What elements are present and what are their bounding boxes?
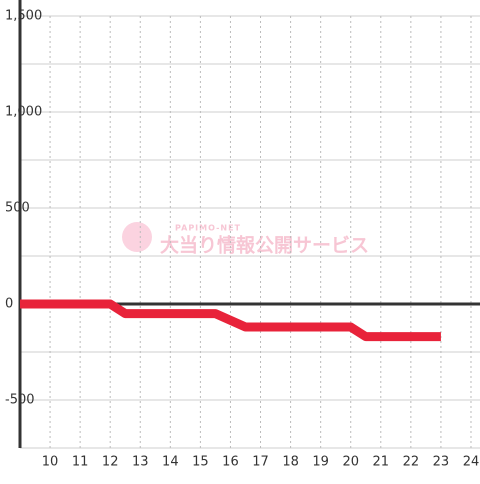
y-tick-label: 1,500 [5,9,42,24]
y-tick-label: 500 [5,201,30,216]
x-tick-label: 19 [312,455,329,470]
x-tick-label: 16 [222,455,239,470]
line-series [20,299,441,342]
x-tick-label: 11 [72,455,89,470]
x-tick-label: 22 [403,455,420,470]
y-tick-label: -500 [5,393,35,408]
x-tick-label: 24 [463,455,480,470]
x-tick-label: 20 [342,455,359,470]
x-tick-label: 10 [42,455,59,470]
x-tick-label: 23 [433,455,450,470]
x-tick-label: 12 [102,455,119,470]
x-tick-label: 14 [162,455,179,470]
watermark-logo [122,222,152,252]
x-tick-label: 18 [282,455,299,470]
watermark-brand: PAPIMO-NET [175,224,241,233]
watermark-text: 大当り情報公開サービス [160,234,369,257]
y-tick-label: 1,000 [5,105,42,120]
x-tick-label: 21 [373,455,390,470]
y-tick-label: 0 [5,297,13,312]
x-tick-label: 17 [252,455,269,470]
x-tick-label: 15 [192,455,209,470]
x-tick-label: 13 [132,455,149,470]
